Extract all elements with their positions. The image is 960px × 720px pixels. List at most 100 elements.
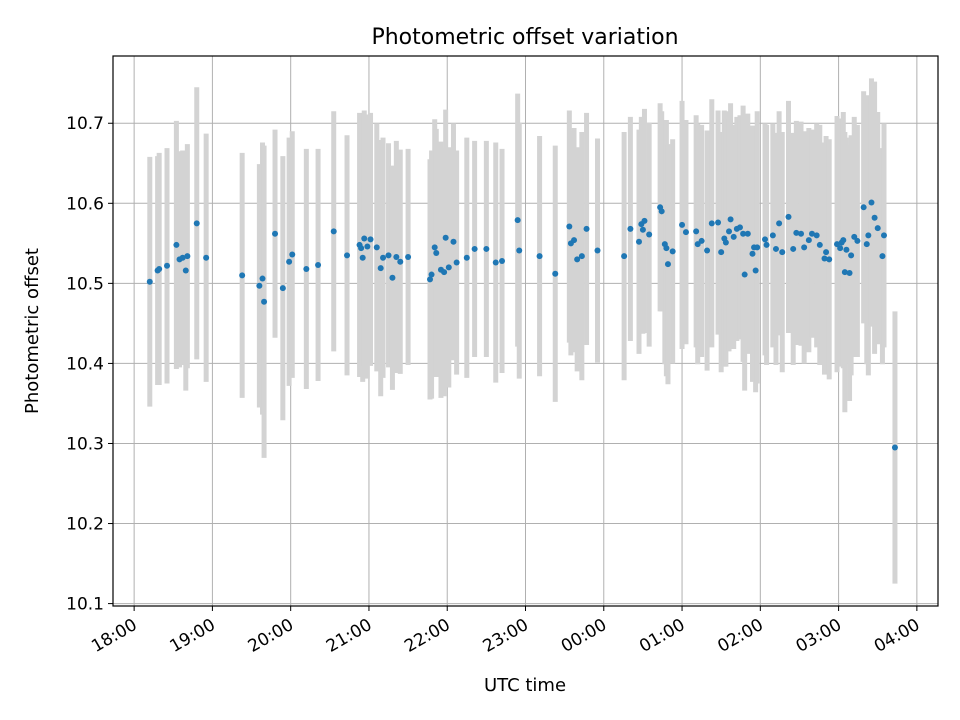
data-point — [463, 254, 470, 261]
data-point — [837, 245, 844, 252]
data-point — [682, 229, 689, 236]
data-point — [785, 213, 792, 220]
chart-title: Photometric offset variation — [371, 25, 678, 50]
data-point — [718, 249, 725, 256]
data-point — [471, 245, 478, 252]
data-point — [203, 254, 210, 261]
data-point — [823, 249, 830, 256]
data-point — [854, 237, 861, 244]
data-point — [431, 244, 438, 251]
data-point — [259, 275, 266, 282]
data-point — [641, 217, 648, 224]
data-point — [863, 241, 870, 248]
data-point — [841, 269, 848, 276]
data-point — [879, 253, 886, 260]
data-point — [179, 254, 186, 261]
data-point — [744, 230, 751, 237]
data-point — [813, 232, 820, 239]
data-point — [722, 239, 729, 246]
data-point — [397, 258, 404, 265]
data-point — [730, 233, 737, 240]
data-point — [663, 245, 670, 252]
data-point — [361, 235, 368, 242]
data-point — [843, 246, 850, 253]
data-point — [380, 254, 387, 261]
data-point — [552, 270, 559, 277]
data-point — [669, 248, 676, 255]
data-point — [594, 247, 601, 254]
data-point — [164, 262, 171, 269]
y-tick-label: 10.3 — [66, 434, 104, 454]
data-point — [658, 208, 665, 215]
data-point — [769, 232, 776, 239]
data-point — [359, 254, 366, 261]
data-point — [880, 232, 887, 239]
data-point — [801, 244, 808, 251]
data-point — [679, 221, 686, 228]
data-point — [514, 217, 521, 224]
y-tick-label: 10.5 — [66, 274, 104, 294]
data-point — [146, 278, 153, 285]
data-point — [492, 259, 499, 266]
data-point — [627, 225, 634, 232]
data-point — [798, 230, 805, 237]
data-point — [373, 244, 380, 251]
data-point — [635, 238, 642, 245]
data-point — [358, 245, 365, 252]
data-point — [708, 220, 715, 227]
y-tick-label: 10.2 — [66, 515, 104, 535]
data-point — [239, 272, 246, 279]
data-point — [256, 282, 263, 289]
data-point — [583, 225, 590, 232]
data-point — [377, 265, 384, 272]
data-point — [871, 214, 878, 221]
data-point — [779, 249, 786, 256]
data-point — [303, 265, 310, 272]
grid-lines — [113, 56, 938, 606]
data-point — [727, 216, 734, 223]
data-point — [726, 228, 733, 235]
data-point — [344, 252, 351, 259]
data-point — [846, 269, 853, 276]
data-point — [433, 249, 440, 256]
data-point — [860, 204, 867, 211]
data-point — [156, 265, 163, 272]
data-point — [184, 253, 191, 260]
data-point — [763, 241, 770, 248]
data-point — [427, 276, 434, 283]
data-point — [793, 229, 800, 236]
data-point — [499, 257, 506, 264]
data-point — [441, 269, 448, 276]
data-point — [752, 267, 759, 274]
data-point — [393, 253, 400, 260]
y-tick-label: 10.7 — [66, 114, 104, 134]
data-point — [405, 253, 412, 260]
data-point — [566, 223, 573, 230]
data-point — [891, 444, 898, 451]
data-point — [428, 271, 435, 278]
y-tick-label: 10.4 — [66, 354, 104, 374]
data-point — [646, 231, 653, 238]
data-point — [715, 219, 722, 226]
data-point — [261, 298, 268, 305]
data-point — [754, 244, 761, 251]
data-point — [445, 264, 452, 271]
y-axis-ticks: 10.1 10.2 10.3 10.4 10.5 10.6 10.7 — [66, 114, 113, 615]
data-point — [574, 256, 581, 263]
data-point — [330, 228, 337, 235]
data-point — [289, 251, 296, 258]
data-point — [693, 228, 700, 235]
data-point — [389, 274, 396, 281]
data-point — [279, 285, 286, 292]
data-point — [762, 236, 769, 243]
data-point — [173, 241, 180, 248]
y-axis-label: Photometric offset — [22, 248, 43, 414]
data-point — [840, 237, 847, 244]
data-point — [772, 245, 779, 252]
y-tick-label: 10.1 — [66, 595, 104, 615]
x-axis-label: UTC time — [484, 675, 566, 696]
data-point — [865, 232, 872, 239]
data-point — [776, 220, 783, 227]
